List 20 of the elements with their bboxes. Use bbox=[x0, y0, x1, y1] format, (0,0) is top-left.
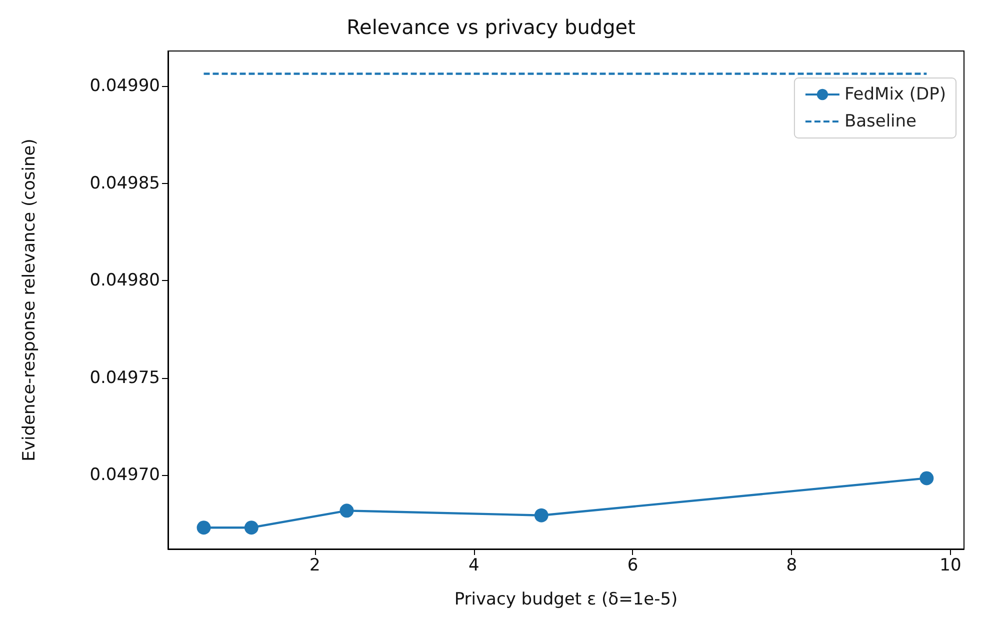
point bbox=[534, 508, 548, 522]
y-tick-label: 0.04990 bbox=[90, 76, 160, 96]
x-tick-label: 10 bbox=[940, 556, 962, 576]
legend-label: FedMix (DP) bbox=[844, 84, 946, 104]
y-tick-label: 0.04980 bbox=[90, 270, 160, 291]
y-tick-label: 0.04985 bbox=[90, 173, 160, 194]
legend-label: Baseline bbox=[844, 112, 917, 132]
x-axis-title: Privacy budget ε (δ=1e-5) bbox=[454, 590, 678, 610]
point bbox=[244, 520, 258, 535]
x-tick-label: 2 bbox=[310, 556, 320, 576]
point bbox=[340, 504, 354, 518]
y-tick-label: 0.04975 bbox=[90, 368, 160, 388]
x-tick-label: 6 bbox=[627, 556, 638, 576]
y-axis-title: Evidence-response relevance (cosine) bbox=[20, 138, 40, 462]
point bbox=[920, 471, 934, 486]
point bbox=[196, 520, 211, 535]
x-tick-label: 8 bbox=[786, 556, 798, 576]
chart-title: Relevance vs privacy budget bbox=[346, 15, 636, 39]
y-tick-label: 0.04970 bbox=[90, 465, 160, 486]
x-tick-label: 4 bbox=[468, 556, 480, 576]
